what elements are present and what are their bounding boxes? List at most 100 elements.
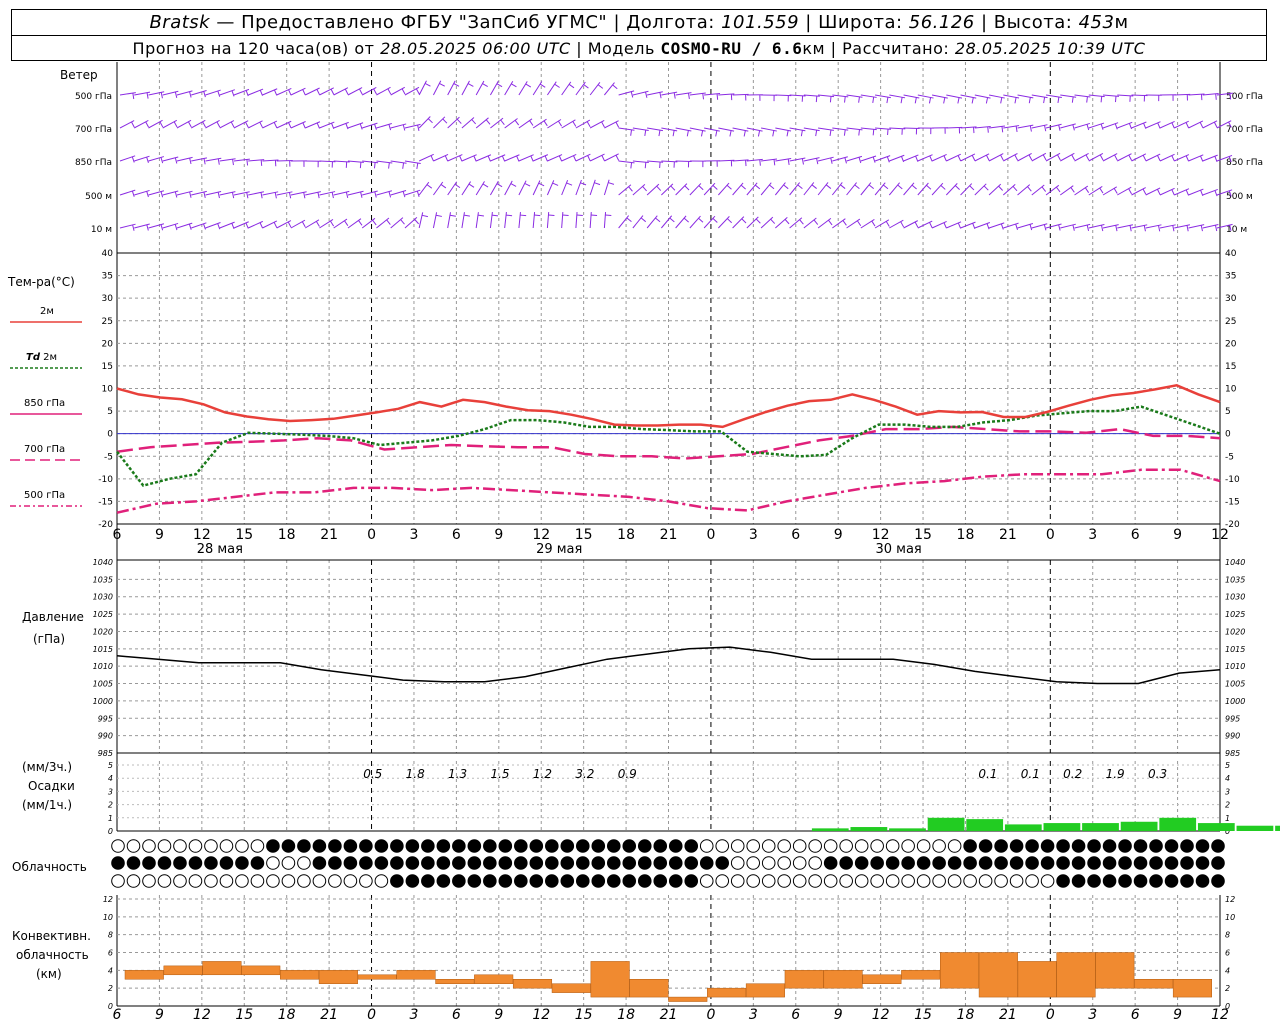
wind-barb-staff — [561, 179, 569, 196]
cloud-symbol — [1102, 839, 1117, 853]
temp-time-label: 0 — [706, 527, 715, 543]
wind-barb-flag — [1142, 188, 1147, 195]
cloud-symbol — [560, 874, 575, 888]
wind-barb-flag — [986, 223, 990, 230]
wind-barb-flag — [1229, 93, 1232, 100]
series-t500-line — [116, 468, 1221, 514]
wind-barb-staff — [618, 184, 632, 196]
wind-barb-flag — [557, 120, 563, 127]
wind-barb-flag — [358, 88, 363, 95]
wind-barb-flag — [712, 218, 718, 223]
conv-time-label: 21 — [320, 1007, 338, 1023]
wind-barb-flag — [174, 157, 178, 164]
wind-barb-flag — [520, 214, 527, 217]
cloud-symbol — [297, 874, 311, 888]
wind-barb-staff — [1059, 185, 1074, 196]
convective-block — [124, 970, 164, 980]
wind-barb-flag — [359, 162, 362, 169]
cloud-symbol — [545, 856, 559, 870]
legend-td-label: Td 2м — [26, 352, 57, 363]
conv-tick-right: 4 — [1225, 966, 1230, 975]
wind-barb-staff — [589, 119, 605, 129]
wind-barb-flag — [829, 129, 832, 136]
cloud-symbol — [250, 839, 265, 853]
wind-barb-flag — [940, 185, 946, 190]
wind-level-label-right: 500 гПа — [1226, 92, 1263, 102]
wind-barb-staff — [974, 125, 991, 129]
wind-barb-flag — [491, 214, 499, 217]
cloud-symbol — [715, 839, 730, 853]
wind-barb-staff — [191, 190, 207, 196]
temp-time-label: 15 — [235, 527, 253, 543]
cloud-symbol — [637, 874, 652, 888]
wind-barb-flag — [885, 221, 890, 227]
wind-barb-staff — [504, 118, 518, 129]
cloud-symbol — [668, 839, 683, 853]
wind-barb-flag — [1072, 124, 1075, 131]
wind-barb-staff — [390, 217, 404, 229]
wind-barb-staff — [461, 117, 475, 129]
conv-time-label: 9 — [834, 1007, 843, 1023]
wind-barb-flag — [872, 96, 875, 103]
precip-3h-total: 1.5 — [490, 767, 509, 781]
wind-barb-staff — [1017, 184, 1031, 196]
conv-time-label: 3 — [410, 1007, 419, 1023]
wind-barb-flag — [487, 155, 491, 162]
wind-barb-flag — [1171, 122, 1175, 129]
wind-barb-flag — [573, 155, 577, 162]
cloud-symbol — [1180, 839, 1194, 853]
wind-barb-staff — [1159, 187, 1175, 196]
cloud-symbol — [188, 874, 203, 888]
wind-barb-flag — [131, 156, 135, 163]
cloud-symbol — [885, 874, 900, 888]
wind-barb-flag — [331, 192, 334, 199]
legend-t850-label: 850 гПа — [24, 398, 66, 409]
temp-time-label: 3 — [1088, 527, 1097, 543]
wind-barb-flag — [900, 156, 905, 163]
wind-barb-flag — [260, 159, 263, 166]
wind-barb-flag — [726, 218, 733, 224]
wind-barb-staff — [875, 127, 892, 130]
wind-barb-staff — [404, 217, 418, 229]
cloud-symbol — [111, 839, 125, 853]
wind-barb-flag — [601, 121, 605, 128]
cloud-symbol — [823, 874, 838, 888]
wind-barb-staff — [461, 80, 470, 96]
wind-barb-staff — [874, 219, 890, 229]
wind-barb-flag — [467, 83, 474, 87]
cloud-symbol — [281, 874, 296, 888]
wind-barb-staff — [946, 94, 963, 99]
cloud-symbol — [142, 856, 156, 870]
wind-barb-flag — [830, 157, 833, 164]
precip-bar — [1159, 817, 1197, 831]
prec-tick-left: 3 — [108, 787, 113, 796]
wind-barb-flag — [1070, 187, 1075, 193]
precip-bar — [1197, 823, 1235, 831]
wind-barb-staff — [589, 212, 592, 229]
wind-barb-staff — [1003, 94, 1020, 99]
wind-barb-flag — [1142, 154, 1147, 161]
wind-barb-staff — [362, 160, 379, 164]
wind-barb-flag — [825, 184, 832, 189]
temp-tick-right: 30 — [1225, 294, 1237, 304]
lat-label: Широта: — [818, 12, 903, 33]
wind-barb-flag — [1072, 224, 1075, 231]
wind-barb-staff — [903, 182, 915, 196]
cloud-symbol — [870, 874, 884, 888]
wind-barb-staff — [418, 153, 434, 162]
wind-barb-staff — [689, 215, 701, 229]
wind-barb-flag — [1200, 190, 1204, 196]
wind-barb-flag — [496, 83, 503, 88]
wind-barb-flag — [360, 191, 363, 198]
wind-barb-staff — [704, 92, 721, 96]
wind-barb-flag — [601, 155, 605, 161]
wind-barb-flag — [844, 157, 847, 164]
wind-barb-flag — [1041, 186, 1047, 192]
wind-barb-flag — [615, 121, 620, 128]
wind-barb-staff — [675, 127, 692, 132]
wind-barb-flag — [146, 191, 149, 198]
wind-barb-flag — [1228, 190, 1232, 197]
wind-barb-flag — [698, 217, 704, 223]
temp-time-label: 12 — [193, 527, 211, 543]
wind-barb-flag — [673, 92, 676, 99]
